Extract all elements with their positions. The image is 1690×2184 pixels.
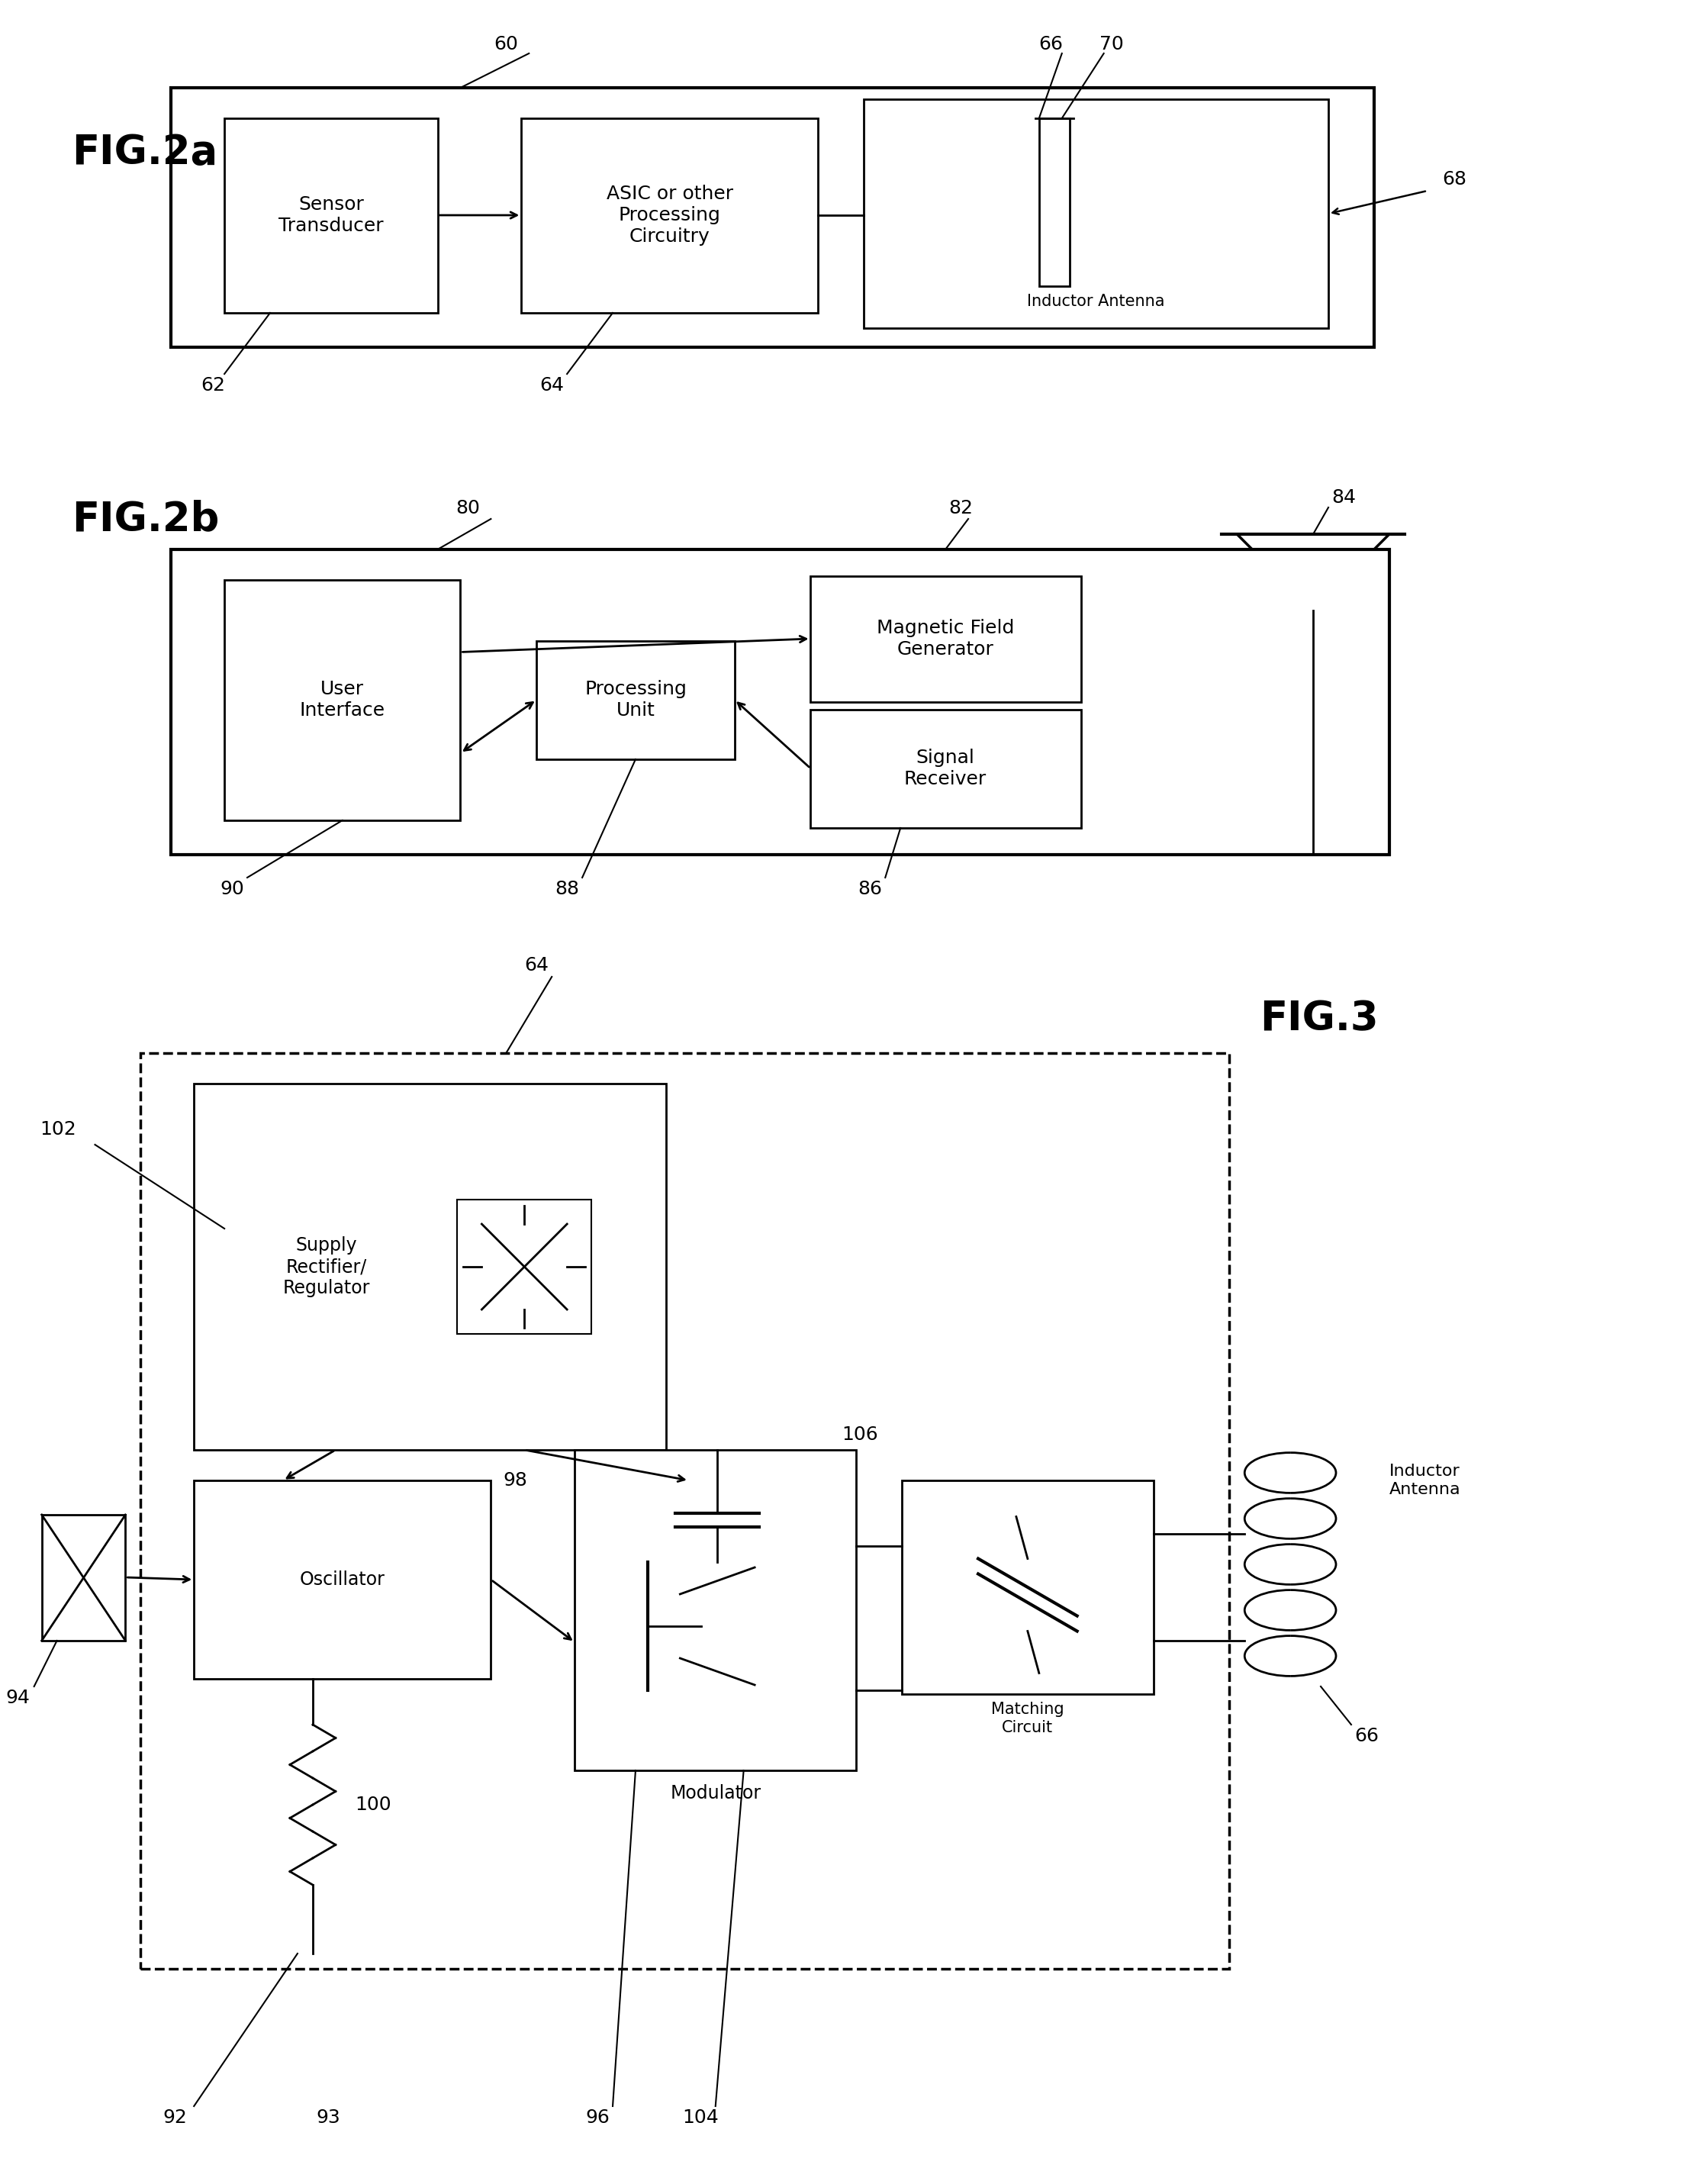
Text: 106: 106 bbox=[842, 1426, 879, 1444]
Text: FIG.2b: FIG.2b bbox=[73, 500, 220, 539]
Bar bbox=[42, 1516, 125, 1640]
Text: 64: 64 bbox=[524, 957, 549, 974]
Bar bbox=[575, 1450, 857, 1771]
Bar bbox=[864, 98, 1328, 328]
Text: Signal
Receiver: Signal Receiver bbox=[904, 749, 987, 788]
Text: Magnetic Field
Generator: Magnetic Field Generator bbox=[877, 618, 1014, 660]
Bar bbox=[811, 710, 1082, 828]
Text: Inductor
Antenna: Inductor Antenna bbox=[1389, 1463, 1460, 1496]
Text: Matching
Circuit: Matching Circuit bbox=[990, 1701, 1065, 1734]
Bar bbox=[225, 581, 460, 821]
Bar bbox=[902, 1481, 1153, 1695]
Bar bbox=[140, 1053, 1229, 1968]
Text: 70: 70 bbox=[1098, 35, 1124, 52]
Text: 100: 100 bbox=[355, 1795, 390, 1815]
Text: 66: 66 bbox=[1354, 1728, 1379, 1745]
Text: 66: 66 bbox=[1038, 35, 1063, 52]
Bar bbox=[458, 1199, 591, 1334]
Bar bbox=[811, 577, 1082, 701]
Bar bbox=[194, 1481, 490, 1679]
Bar bbox=[225, 118, 438, 312]
Text: 64: 64 bbox=[539, 376, 564, 395]
Text: 86: 86 bbox=[859, 880, 882, 898]
Text: Processing
Unit: Processing Unit bbox=[585, 679, 686, 719]
Text: 60: 60 bbox=[493, 35, 519, 52]
Text: Sensor
Transducer: Sensor Transducer bbox=[279, 194, 384, 236]
Text: ASIC or other
Processing
Circuitry: ASIC or other Processing Circuitry bbox=[607, 186, 733, 245]
Bar bbox=[171, 550, 1389, 854]
Text: User
Interface: User Interface bbox=[299, 679, 385, 719]
Text: Oscillator: Oscillator bbox=[299, 1570, 385, 1588]
Text: FIG.2a: FIG.2a bbox=[73, 133, 218, 173]
Bar bbox=[171, 87, 1374, 347]
Text: FIG.3: FIG.3 bbox=[1259, 998, 1379, 1040]
Text: 84: 84 bbox=[1332, 489, 1355, 507]
Text: 96: 96 bbox=[585, 2108, 610, 2127]
Text: Supply
Rectifier/
Regulator: Supply Rectifier/ Regulator bbox=[282, 1236, 370, 1297]
Text: 93: 93 bbox=[316, 2108, 340, 2127]
Text: 80: 80 bbox=[456, 500, 480, 518]
Text: 68: 68 bbox=[1443, 170, 1467, 188]
Text: Inductor Antenna: Inductor Antenna bbox=[1028, 295, 1164, 310]
Bar bbox=[521, 118, 818, 312]
Bar bbox=[194, 1083, 666, 1450]
Text: 104: 104 bbox=[683, 2108, 718, 2127]
Text: 62: 62 bbox=[201, 376, 225, 395]
Text: 88: 88 bbox=[554, 880, 580, 898]
Text: 94: 94 bbox=[7, 1688, 30, 1708]
Text: 90: 90 bbox=[220, 880, 243, 898]
Text: 92: 92 bbox=[162, 2108, 188, 2127]
Text: 98: 98 bbox=[504, 1472, 527, 1489]
Text: 102: 102 bbox=[39, 1120, 76, 1138]
Text: 82: 82 bbox=[948, 500, 973, 518]
Bar bbox=[536, 642, 735, 760]
Bar bbox=[1039, 118, 1070, 286]
Text: Modulator: Modulator bbox=[669, 1784, 760, 1802]
